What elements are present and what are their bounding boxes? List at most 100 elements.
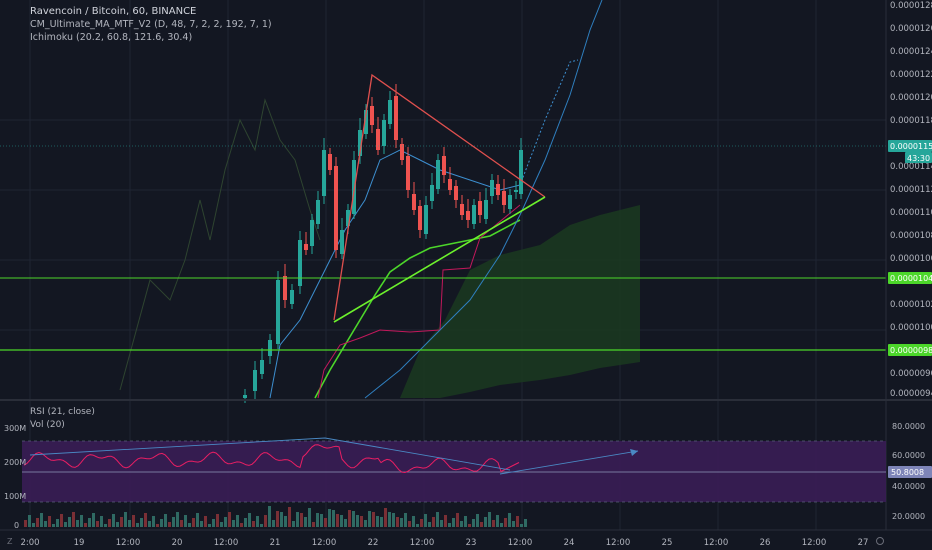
volume-bar <box>480 522 483 527</box>
candle-body <box>316 200 320 224</box>
volume-bar <box>188 523 191 527</box>
volume-bar <box>208 524 211 527</box>
vol-axis-300m: 300M <box>4 424 26 433</box>
price-axis-tick: 0.00001000 <box>890 323 932 333</box>
indicator-ichimoku-label[interactable]: Ichimoku (20.2, 60.8, 121.6, 30.4) <box>30 32 192 43</box>
volume-bar <box>420 519 423 527</box>
countdown-badge-text: 43:30 <box>907 154 930 163</box>
time-axis-tick: 12:00 <box>704 538 729 548</box>
volume-bar <box>60 514 63 527</box>
volume-bar <box>488 512 491 527</box>
volume-bar <box>88 518 91 527</box>
price-axis-panel <box>886 0 932 398</box>
rsi-axis-40: 40.0000 <box>892 482 925 491</box>
volume-bar <box>500 523 503 527</box>
volume-bar <box>388 512 391 527</box>
indicator-ma-label[interactable]: CM_Ultimate_MA_MTF_V2 (D, 48, 7, 2, 2, 1… <box>30 19 272 30</box>
candle-body <box>304 244 308 250</box>
price-axis-tick: 0.00001180 <box>890 116 932 126</box>
candle-body <box>290 290 294 304</box>
volume-bar <box>416 524 419 527</box>
volume-bar <box>304 517 307 527</box>
candle-body <box>276 280 280 344</box>
price-axis-tick: 0.00001080 <box>890 231 932 241</box>
candle-body <box>448 179 452 190</box>
rsi-axis-20: 20.0000 <box>892 512 925 521</box>
time-axis-tick: 12:00 <box>508 538 533 548</box>
volume-bar <box>136 523 139 527</box>
volume-bar <box>240 523 243 527</box>
price-axis-tick: 0.00000945 <box>890 389 932 399</box>
volume-bar <box>56 519 59 527</box>
price-axis-tick: 0.00001260 <box>890 24 932 34</box>
volume-bar <box>84 523 87 527</box>
vol-label[interactable]: Vol (20) <box>30 420 65 430</box>
candles <box>243 84 523 403</box>
volume-bar <box>124 512 127 527</box>
volume-bar <box>348 510 351 527</box>
volume-bar <box>352 511 355 527</box>
volume-bar <box>328 509 331 527</box>
level-upper-badge: 0.00001045 <box>888 272 932 284</box>
settings-gear-icon[interactable] <box>876 537 884 545</box>
volume-bar <box>508 513 511 527</box>
rsi-arrow-head <box>630 449 638 456</box>
candle-body <box>454 186 458 200</box>
candle-body <box>364 110 368 134</box>
candle-body <box>253 370 257 391</box>
time-axis-tick: 12:00 <box>312 538 337 548</box>
volume-bar <box>524 519 527 527</box>
price-axis-tick: 0.00001020 <box>890 300 932 310</box>
volume-bar <box>332 510 335 527</box>
candle-body <box>328 154 332 170</box>
volume-bar <box>408 521 411 527</box>
ma-blue-line-2 <box>269 149 521 399</box>
price-axis-tick: 0.00001280 <box>890 1 932 11</box>
volume-bar <box>44 521 47 527</box>
volume-bar <box>288 507 291 527</box>
volume-bar <box>228 512 231 527</box>
time-axis-tick: 25 <box>662 538 673 548</box>
volume-bar <box>176 512 179 527</box>
volume-bar <box>520 524 523 527</box>
volume-bar <box>140 518 143 527</box>
ghost-price-line <box>119 98 321 391</box>
time-axis-tick: 21 <box>270 538 281 548</box>
time-axis[interactable]: 2:00 19 12:00 20 12:00 21 12:00 22 12:00 23 12:00 2… <box>20 538 868 548</box>
level-lower-badge-text: 0.00000983 <box>890 346 932 355</box>
candle-body <box>508 195 512 209</box>
candle-body <box>496 184 500 195</box>
volume-bar <box>72 512 75 527</box>
volume-bar <box>280 512 283 527</box>
rsi-axis-80: 80.0000 <box>892 422 925 431</box>
tradingview-z-icon[interactable]: Z <box>7 537 13 546</box>
volume-bar <box>284 516 287 527</box>
time-axis-tick: 20 <box>172 538 183 548</box>
vol-axis-100m: 100M <box>4 492 26 501</box>
volume-bar <box>52 524 55 527</box>
volume-bar <box>40 513 43 527</box>
rsi-label[interactable]: RSI (21, close) <box>30 407 95 417</box>
price-axis-tick: 0.00001060 <box>890 254 932 264</box>
volume-bar <box>424 514 427 527</box>
volume-bar <box>100 516 103 527</box>
volume-bar <box>448 523 451 527</box>
volume-bar <box>192 518 195 527</box>
time-axis-tick: 27 <box>858 538 869 548</box>
candle-body <box>484 200 488 219</box>
candle-body <box>424 205 428 234</box>
volume-bar <box>80 515 83 527</box>
volume-bar <box>272 520 275 527</box>
volume-bar <box>312 522 315 527</box>
volume-bar <box>444 515 447 527</box>
candle-body <box>340 230 344 254</box>
rsi-line <box>23 444 520 474</box>
candle-body <box>376 129 380 150</box>
volume-bar <box>48 516 51 527</box>
price-axis-tick: 0.00001120 <box>890 185 932 195</box>
volume-bar <box>360 516 363 527</box>
candle-body <box>514 190 518 192</box>
candle-body <box>268 340 272 356</box>
volume-bar <box>400 518 403 527</box>
